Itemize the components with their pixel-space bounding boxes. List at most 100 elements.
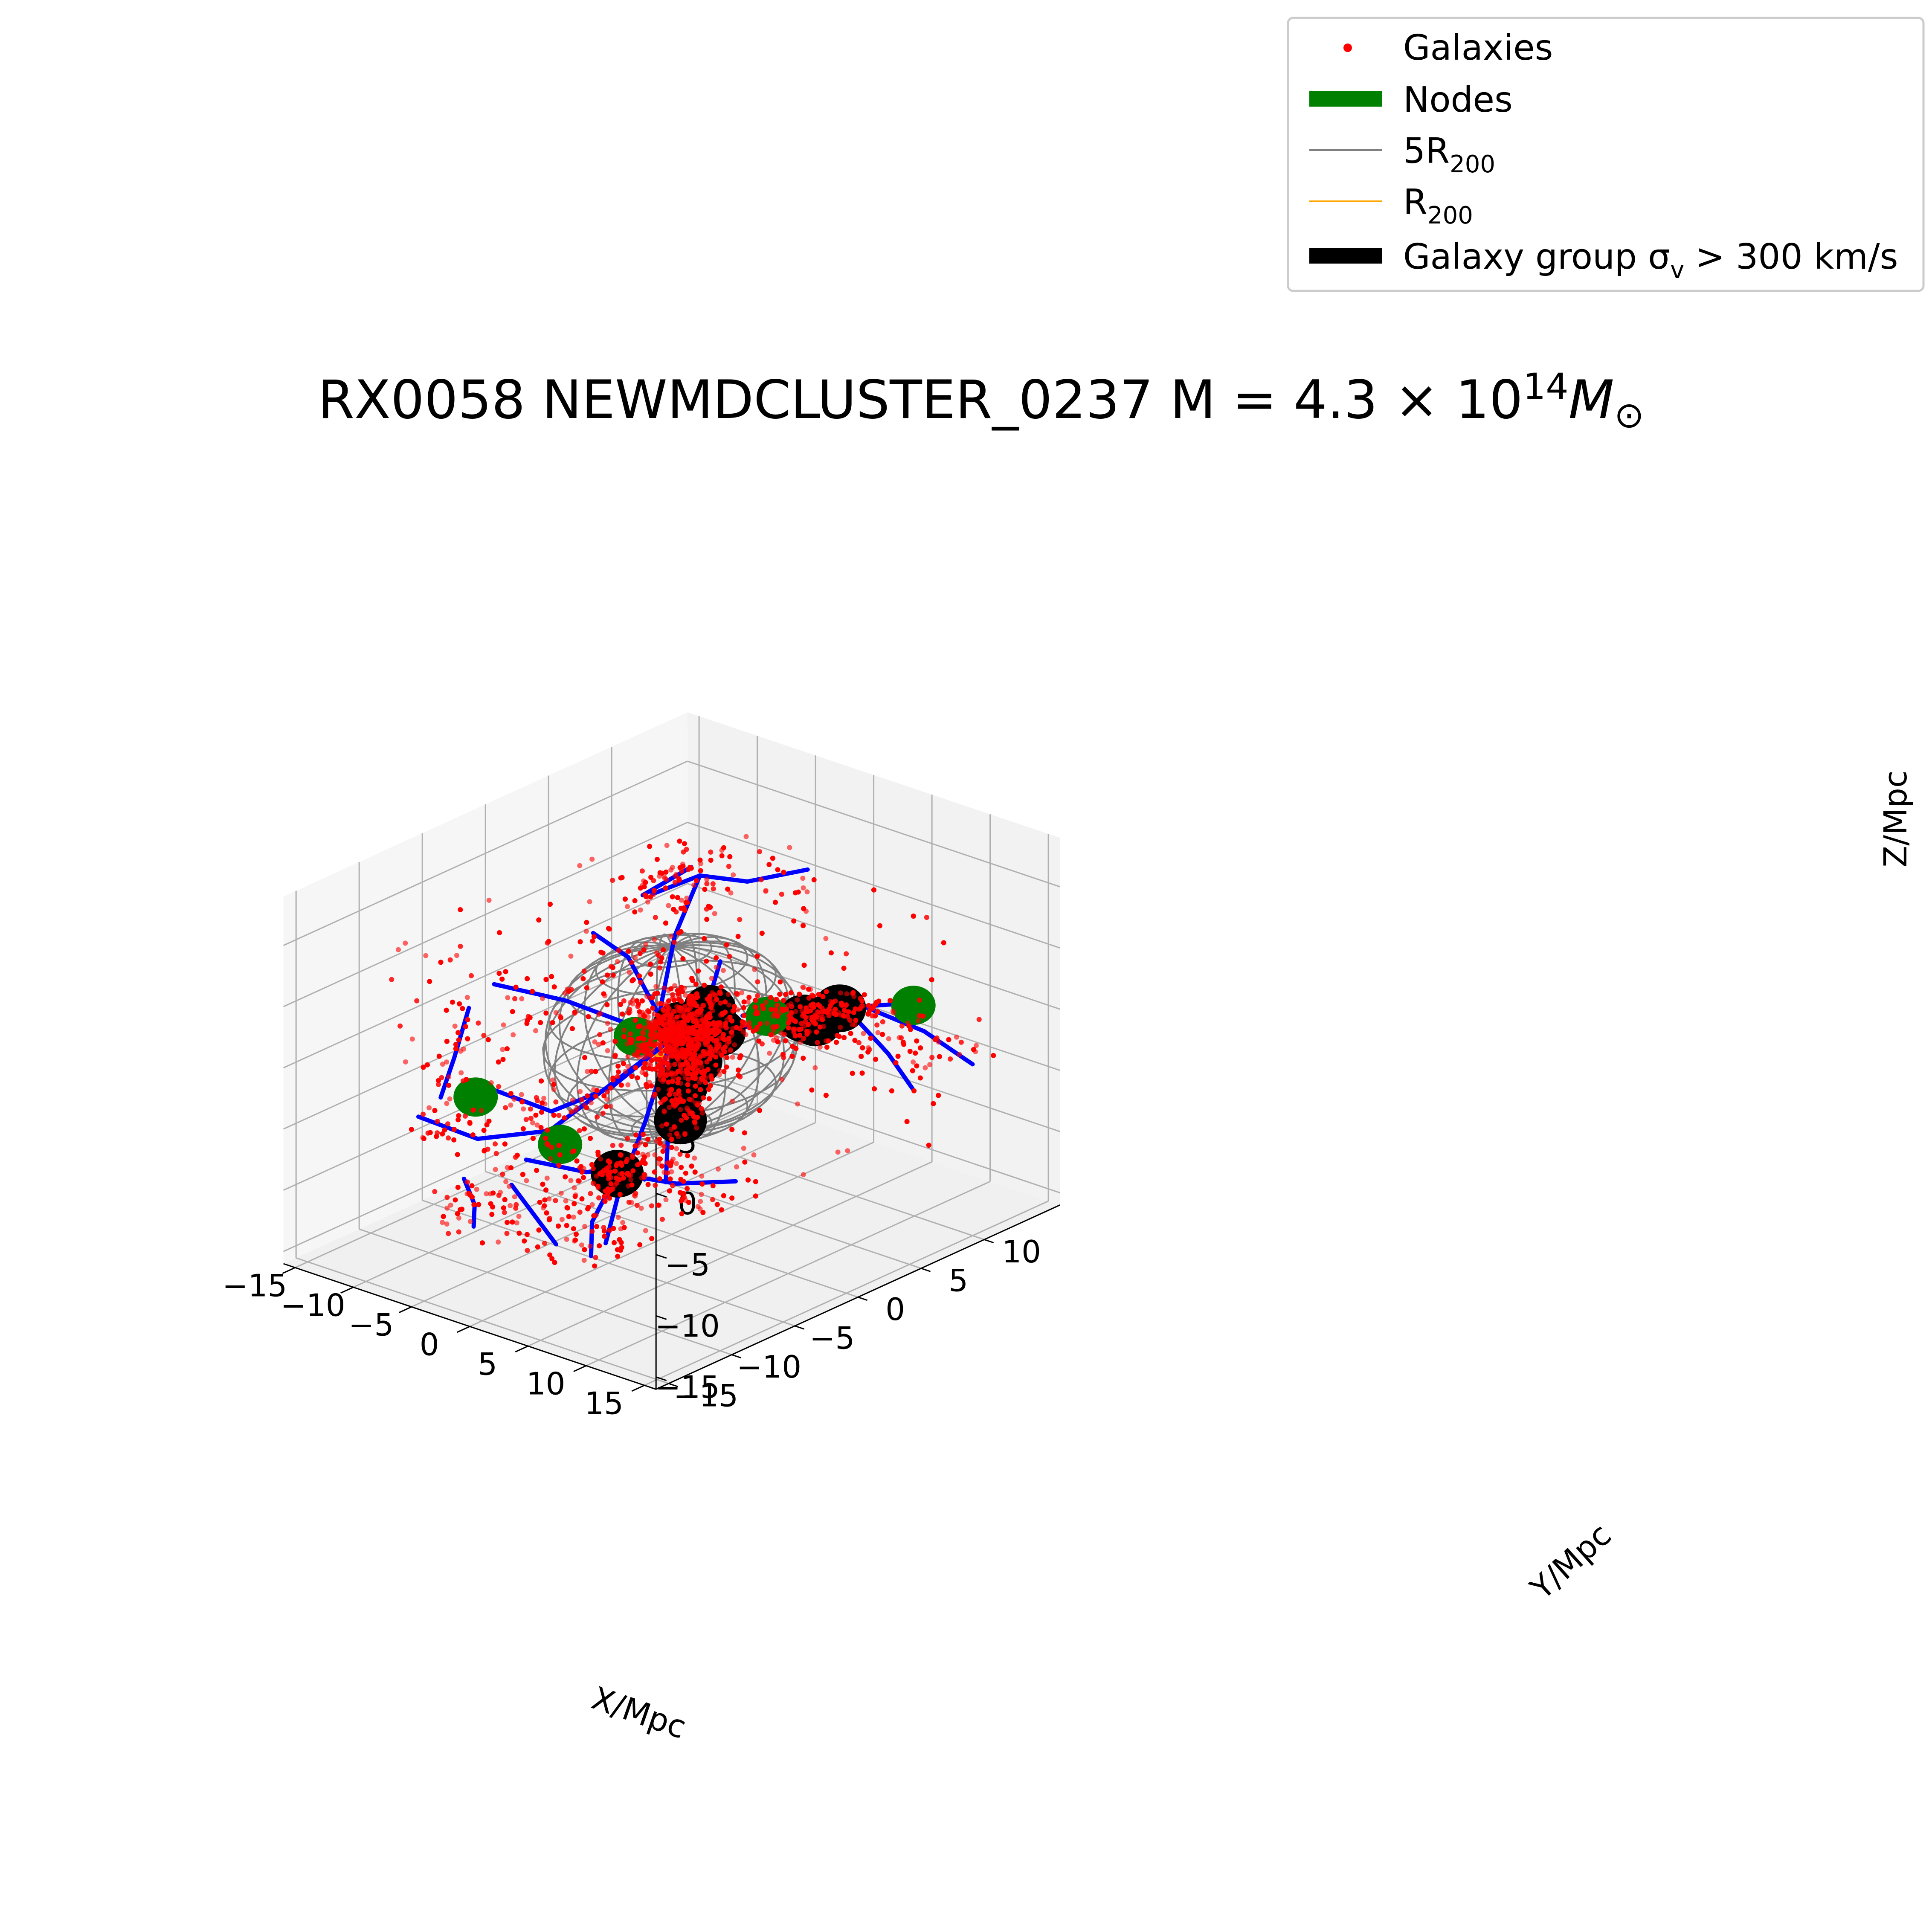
galaxy-point [629,1073,635,1079]
galaxy-point [699,1181,705,1187]
legend-entry-groups: Galaxy group σv > 300 km/s [1309,237,1898,284]
galaxy-point [606,926,612,932]
galaxy-point [727,854,733,859]
galaxy-point [690,1072,695,1078]
sphere-meridian [617,937,673,1131]
galaxy-point [689,976,695,981]
galaxy-point [648,1038,653,1043]
galaxy-point [519,996,525,1001]
galaxy-point [692,1169,698,1175]
galaxy-point [534,1122,540,1128]
galaxy-point [543,1187,549,1193]
galaxy-point [621,1027,627,1033]
galaxy-point [931,1101,936,1106]
galaxy-point [741,1005,746,1010]
x-tick-label: 15 [584,1385,624,1421]
galaxy-point [575,1178,581,1184]
galaxy-point [538,1020,543,1025]
galaxy-point [793,1046,799,1051]
galaxy-point [726,1039,732,1044]
galaxy-point [871,887,876,893]
galaxy-point [528,1116,534,1121]
grid-line-z [687,1066,1060,1194]
galaxy-point [647,1032,653,1038]
galaxy-point [621,1034,627,1039]
galaxy-point [675,895,680,900]
grid-line-y [296,1257,669,1384]
galaxy-point [568,1178,574,1183]
galaxy-point [513,1202,519,1207]
y-tick-label: 5 [949,1262,968,1298]
galaxy-point [667,1176,673,1182]
galaxy-point [657,1013,662,1019]
galaxy-point [446,1074,452,1079]
galaxy-point [685,1076,691,1082]
galaxy-point [724,1064,729,1070]
galaxy-point [581,1258,587,1263]
galaxy-point [590,938,595,944]
galaxy-point [848,1031,853,1036]
galaxy-point [703,1041,708,1047]
y-tick-mark [858,1296,868,1301]
galaxy-point [601,1225,606,1230]
filament-line [862,1004,975,1067]
galaxy-point [679,1165,684,1170]
galaxy-point [614,1175,619,1181]
galaxy-point [712,911,717,917]
galaxy-point [845,1148,850,1154]
galaxy-point [740,1023,745,1029]
galaxy-point [844,991,850,997]
galaxy-point [588,1136,593,1141]
galaxy-point [797,1033,803,1038]
galaxy-point [709,1027,715,1033]
sphere-meridian [671,936,768,1131]
galaxy-point [823,936,829,941]
galaxy-point [581,969,587,974]
galaxy-point [685,1082,690,1088]
galaxy-point [682,1131,688,1137]
galaxy-point [625,1054,631,1059]
y-tick-mark [668,1383,679,1387]
galaxy-point [432,1108,438,1113]
galaxy-point [737,1055,743,1061]
legend-label-five-r200: 5R200 [1403,131,1495,178]
galaxy-point [679,868,685,874]
galaxy-point [627,1036,632,1042]
galaxy-point [850,1022,855,1027]
galaxy-point [503,969,508,975]
galaxy-point [601,1093,607,1099]
galaxy-point [641,1031,646,1036]
node-marker [453,1077,498,1117]
galaxy-point [440,1131,445,1137]
legend-label-r200: R200 [1403,182,1473,229]
galaxy-point [451,1137,457,1143]
galaxy-point [861,1031,866,1036]
galaxy-point [632,955,638,960]
galaxy-point [588,1191,593,1196]
galaxy-point [801,1036,806,1041]
z-tick-mark [656,1376,667,1381]
grid-line-z [283,760,688,946]
galaxy-point [544,1210,549,1215]
galaxy-point [687,1097,692,1102]
galaxy-point [642,1014,647,1019]
galaxy-point [688,1051,693,1056]
galaxy-point [620,1011,625,1017]
galaxy-point [610,1077,616,1082]
galaxy-point [741,1013,747,1018]
galaxy-point [789,1004,795,1009]
galaxy-point [843,1003,849,1008]
galaxy-point [504,1231,510,1236]
galaxy-point [725,886,731,892]
galaxy-point [479,1108,484,1113]
galaxy-point [488,1080,494,1085]
galaxy-point [868,1036,873,1041]
galaxy-point [546,1217,552,1223]
galaxy-point [735,934,741,939]
galaxy-point [656,1160,661,1166]
galaxy-point [524,1178,529,1184]
galaxy-point [648,1041,654,1047]
x-tick-mark [282,1267,296,1274]
galaxy-point [678,1107,683,1112]
galaxy-point [593,1094,598,1099]
